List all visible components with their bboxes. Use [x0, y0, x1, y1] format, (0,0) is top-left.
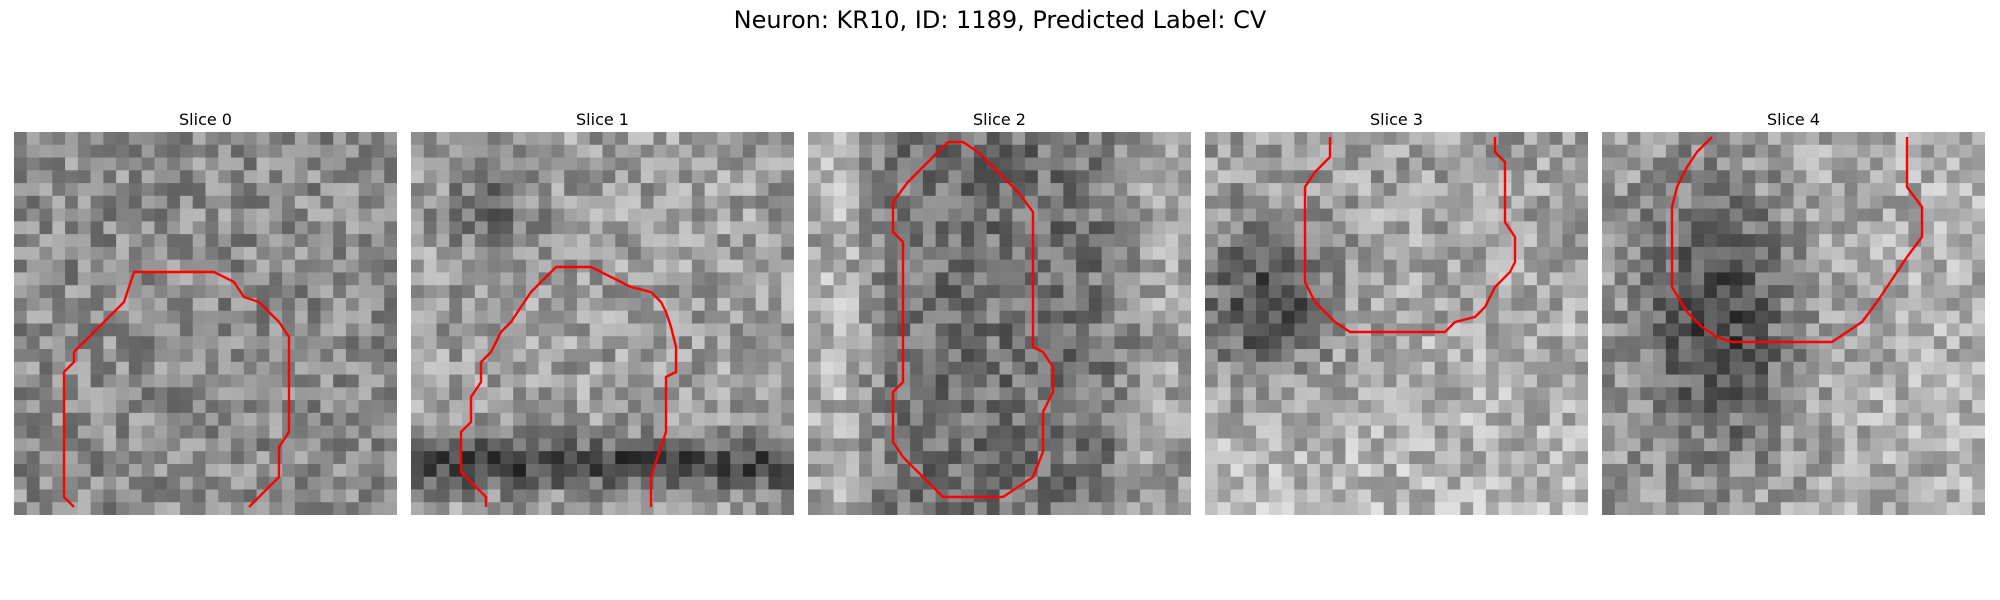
em-micrograph-3 [1205, 132, 1588, 515]
slice-title-2: Slice 2 [808, 108, 1191, 132]
slice-title-4: Slice 4 [1602, 108, 1985, 132]
slice-panel-4: Slice 4 [1602, 108, 1985, 515]
em-micrograph-1 [411, 132, 794, 515]
em-micrograph-2 [808, 132, 1191, 515]
slice-image-3 [1205, 132, 1588, 515]
slice-title-3: Slice 3 [1205, 108, 1588, 132]
slice-panel-1: Slice 1 [411, 108, 794, 515]
slice-image-2 [808, 132, 1191, 515]
em-micrograph-0 [14, 132, 397, 515]
em-micrograph-4 [1602, 132, 1985, 515]
figure-title: Neuron: KR10, ID: 1189, Predicted Label:… [0, 6, 2000, 34]
slice-title-1: Slice 1 [411, 108, 794, 132]
slice-image-1 [411, 132, 794, 515]
slice-image-4 [1602, 132, 1985, 515]
slice-title-0: Slice 0 [14, 108, 397, 132]
slice-panel-0: Slice 0 [14, 108, 397, 515]
slice-panel-2: Slice 2 [808, 108, 1191, 515]
slice-panel-3: Slice 3 [1205, 108, 1588, 515]
slice-image-0 [14, 132, 397, 515]
